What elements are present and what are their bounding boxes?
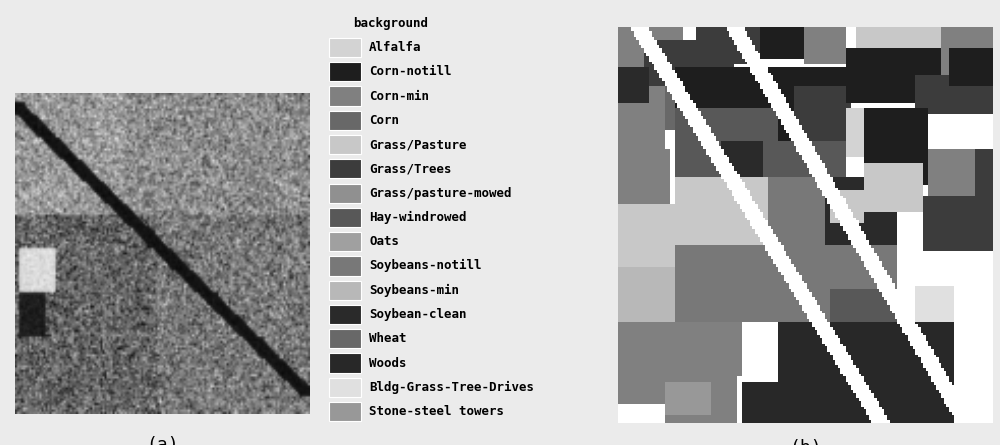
Bar bbox=[329, 135, 361, 154]
Text: Soybean-clean: Soybean-clean bbox=[369, 308, 467, 321]
Bar bbox=[329, 232, 361, 251]
Text: Corn-notill: Corn-notill bbox=[369, 65, 452, 78]
Bar bbox=[329, 256, 361, 275]
Text: Oats: Oats bbox=[369, 235, 399, 248]
Text: (b): (b) bbox=[789, 439, 822, 445]
Text: Grass/pasture-mowed: Grass/pasture-mowed bbox=[369, 186, 512, 200]
Bar bbox=[329, 329, 361, 348]
Bar bbox=[329, 38, 361, 57]
Bar bbox=[329, 402, 361, 421]
Bar bbox=[329, 353, 361, 372]
Bar bbox=[329, 183, 361, 203]
Text: Grass/Trees: Grass/Trees bbox=[369, 162, 452, 175]
Text: Alfalfa: Alfalfa bbox=[369, 41, 422, 54]
Text: Soybeans-min: Soybeans-min bbox=[369, 283, 459, 297]
Bar bbox=[329, 378, 361, 397]
Bar bbox=[329, 159, 361, 178]
Text: Wheat: Wheat bbox=[369, 332, 407, 345]
Bar bbox=[329, 208, 361, 227]
Text: Woods: Woods bbox=[369, 356, 407, 369]
Text: (a): (a) bbox=[146, 436, 179, 445]
Text: Hay-windrowed: Hay-windrowed bbox=[369, 211, 467, 224]
Bar bbox=[329, 86, 361, 105]
Bar bbox=[329, 111, 361, 130]
Bar bbox=[329, 281, 361, 300]
Text: background: background bbox=[354, 17, 428, 30]
Text: Stone-steel towers: Stone-steel towers bbox=[369, 405, 504, 418]
Bar bbox=[329, 305, 361, 324]
Text: Corn-min: Corn-min bbox=[369, 89, 429, 103]
Bar bbox=[329, 62, 361, 81]
Text: Soybeans-notill: Soybeans-notill bbox=[369, 259, 482, 272]
Text: Grass/Pasture: Grass/Pasture bbox=[369, 138, 467, 151]
Text: Corn: Corn bbox=[369, 114, 399, 127]
Text: Bldg-Grass-Tree-Drives: Bldg-Grass-Tree-Drives bbox=[369, 381, 534, 394]
